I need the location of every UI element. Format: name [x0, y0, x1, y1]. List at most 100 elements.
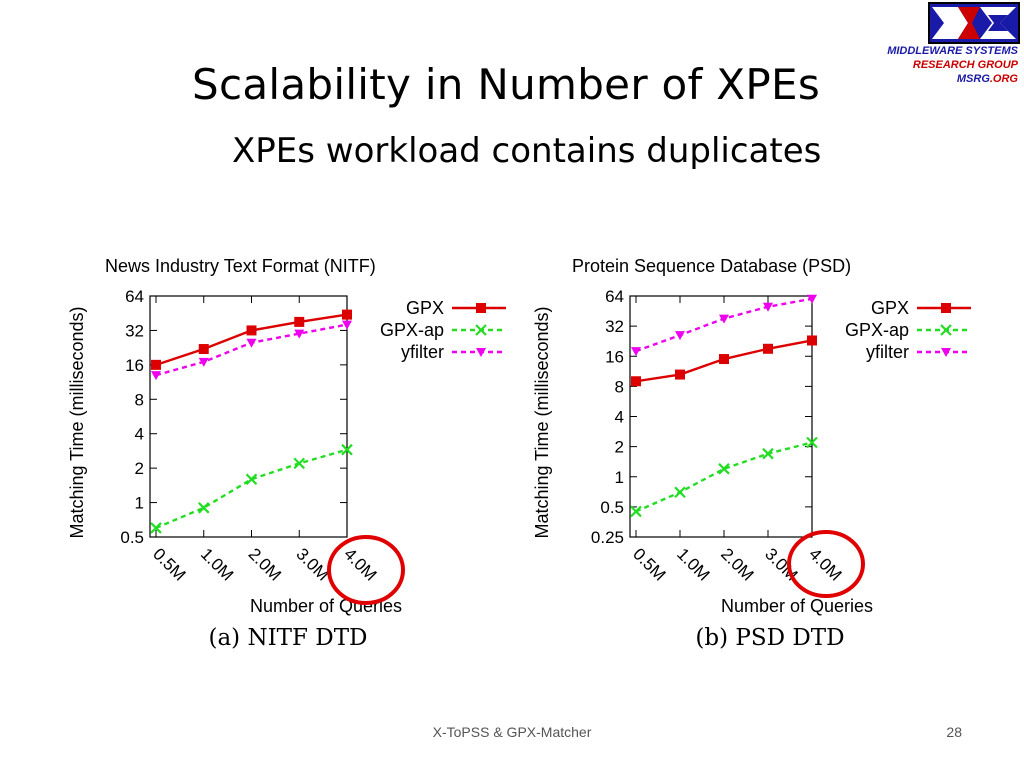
- page-number: 28: [946, 724, 962, 740]
- x-tick-label: 2.0M: [245, 544, 285, 584]
- data-point-gpx: [294, 316, 305, 327]
- msrg-logo-text: MIDDLEWARE SYSTEMS RESEARCH GROUP MSRG.O…: [887, 44, 1018, 86]
- data-point-gpx-ap: [197, 502, 210, 514]
- data-point-yfilter: [294, 329, 305, 339]
- legend-marker: [475, 324, 487, 336]
- legend-marker: [476, 348, 486, 357]
- data-point-yfilter: [675, 331, 685, 341]
- data-point-gpx: [675, 369, 685, 380]
- legend-label: GPX-ap: [380, 320, 444, 340]
- legend-marker-stroke: [475, 324, 487, 336]
- legend-label: GPX: [871, 298, 909, 318]
- x-tick-label: 0.5M: [149, 544, 189, 584]
- data-point-yfilter: [807, 294, 817, 304]
- data-point-gpx-ap: [150, 522, 162, 534]
- x-tick-label: 2.0M: [717, 544, 757, 584]
- logo-text-line2: RESEARCH GROUP: [912, 59, 1018, 71]
- data-point-yfilter: [631, 347, 641, 357]
- data-point-gpx-ap-stroke: [806, 436, 818, 449]
- data-point-gpx-ap: [806, 436, 818, 449]
- y-axis-label: Matching Time (milliseconds): [532, 306, 552, 538]
- data-point-gpx-ap: [293, 457, 306, 470]
- data-point-gpx-ap-stroke: [245, 473, 258, 486]
- data-point-gpx-ap: [718, 463, 730, 475]
- y-tick-label: 64: [125, 287, 144, 306]
- x-tick-label: 1.0M: [197, 544, 237, 584]
- legend-marker: [941, 348, 951, 357]
- data-point-gpx: [342, 309, 352, 320]
- data-point-yfilter: [246, 338, 257, 348]
- y-tick-label: 2: [615, 438, 624, 457]
- data-point-gpx: [631, 376, 641, 387]
- data-point-gpx: [246, 325, 257, 336]
- data-point-gpx-ap-stroke: [762, 447, 774, 460]
- y-tick-label: 32: [605, 317, 624, 336]
- y-tick-label: 8: [135, 390, 144, 409]
- x-axis-label: Number of Queries: [721, 596, 873, 616]
- data-point-gpx-ap-stroke: [341, 443, 353, 456]
- y-tick-label: 16: [605, 347, 624, 366]
- x-tick-label: 3.0M: [761, 544, 801, 584]
- data-point-gpx-ap-stroke: [718, 463, 730, 475]
- x-tick-label: 3.0M: [292, 544, 332, 584]
- y-tick-label: 4: [615, 408, 624, 427]
- y-tick-label: 0.5: [120, 528, 144, 547]
- y-axis-label: Matching Time (milliseconds): [67, 306, 87, 538]
- y-tick-label: 1: [135, 494, 144, 513]
- plot-frame: [629, 295, 813, 538]
- legend-label: yfilter: [401, 342, 444, 362]
- data-point-yfilter: [151, 371, 161, 381]
- x-tick-label: 4.0M: [805, 544, 845, 584]
- data-point-gpx-ap: [630, 505, 642, 518]
- chart-caption: (b) PSD DTD: [695, 625, 844, 651]
- data-point-gpx-ap-stroke: [150, 522, 162, 534]
- y-tick-label: 64: [605, 287, 624, 306]
- logo-text-msrg: MSRG: [956, 73, 990, 85]
- data-point-yfilter: [719, 314, 729, 324]
- legend-marker: [940, 324, 952, 336]
- legend-marker: [941, 303, 951, 313]
- chart-title: Protein Sequence Database (PSD): [572, 256, 851, 276]
- data-point-gpx-ap-stroke: [197, 502, 210, 514]
- slide-title: Scalability in Number of XPEs: [192, 60, 820, 109]
- data-point-gpx-ap: [341, 443, 353, 456]
- data-point-yfilter: [342, 320, 352, 330]
- data-point-gpx-ap: [245, 473, 258, 486]
- highlight-ellipse: [787, 530, 865, 598]
- data-point-gpx-ap-stroke: [674, 486, 686, 499]
- legend-label: GPX: [406, 298, 444, 318]
- series-line-yfilter: [635, 297, 813, 353]
- data-point-yfilter: [763, 302, 773, 312]
- x-tick-label: 1.0M: [673, 544, 713, 584]
- y-tick-label: 0.5: [600, 498, 624, 517]
- data-point-gpx-ap: [674, 486, 686, 499]
- data-point-gpx: [151, 359, 161, 370]
- y-tick-label: 32: [125, 321, 144, 340]
- data-point-gpx-ap: [762, 447, 774, 460]
- data-point-gpx: [807, 335, 817, 346]
- logo-text-line3: MSRG.ORG: [887, 72, 1018, 86]
- series-line-gpx-ap: [635, 441, 813, 513]
- series-line-gpx-ap: [155, 448, 348, 530]
- y-tick-label: 16: [125, 356, 144, 375]
- legend-label: yfilter: [866, 342, 909, 362]
- y-tick-label: 0.25: [591, 528, 624, 547]
- legend-marker-stroke: [940, 324, 952, 336]
- y-tick-label: 4: [135, 425, 144, 444]
- y-tick-label: 2: [135, 459, 144, 478]
- slide-subtitle: XPEs workload contains duplicates: [232, 131, 822, 171]
- logo-text-line1: MIDDLEWARE SYSTEMS: [887, 45, 1018, 57]
- x-tick-label: 4.0M: [340, 544, 380, 584]
- footer-text: X-ToPSS & GPX-Matcher: [432, 724, 592, 740]
- chart-title: News Industry Text Format (NITF): [105, 256, 376, 276]
- y-tick-label: 8: [615, 377, 624, 396]
- y-tick-label: 1: [615, 468, 624, 487]
- data-point-gpx: [198, 344, 209, 355]
- chart-caption: (a) NITF DTD: [208, 625, 367, 651]
- data-point-gpx: [763, 343, 773, 354]
- data-point-yfilter: [198, 357, 209, 367]
- data-point-gpx: [719, 354, 729, 365]
- plot-frame: [149, 295, 348, 538]
- legend-label: GPX-ap: [845, 320, 909, 340]
